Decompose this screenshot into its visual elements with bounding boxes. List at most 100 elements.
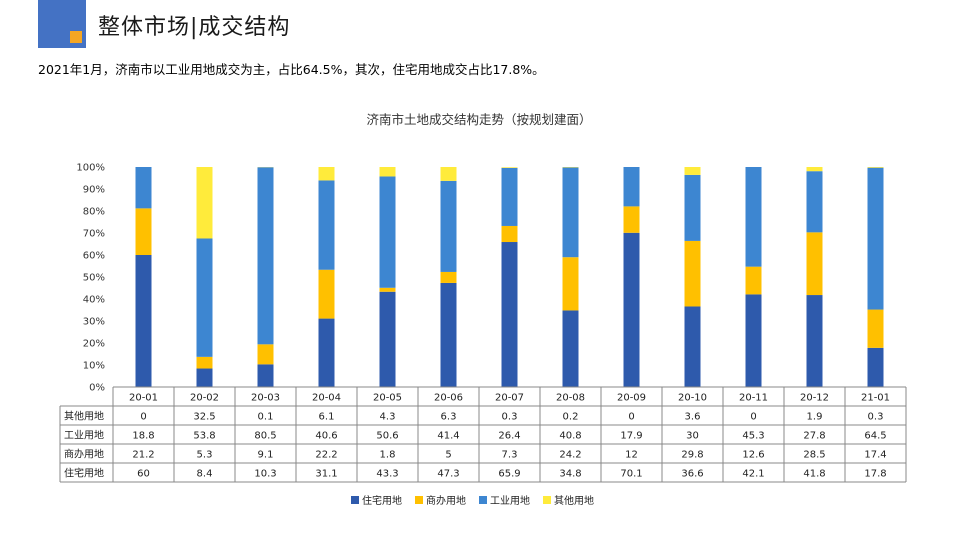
data-label: 24.2 (559, 450, 581, 461)
data-label: 0.3 (502, 412, 518, 423)
legend-swatch (415, 496, 423, 504)
data-label: 0.1 (258, 412, 274, 423)
bar-segment (745, 167, 762, 267)
data-label: 41.8 (803, 469, 825, 480)
legend-entry: 工业用地 (490, 494, 530, 507)
data-label: 64.5 (864, 431, 886, 442)
data-label: 43.3 (376, 469, 398, 480)
data-label: 31.1 (315, 469, 337, 480)
bar-segment (196, 356, 213, 369)
x-tick-label: 20-01 (129, 393, 158, 404)
bar-segment (379, 167, 396, 177)
data-label: 7.3 (502, 450, 518, 461)
bar-segment (501, 167, 518, 226)
y-tick-label: 20% (83, 339, 105, 350)
bar-segment (440, 180, 457, 272)
legend-entry: 住宅用地 (362, 494, 402, 507)
bar-segment (623, 206, 640, 233)
y-tick-label: 40% (83, 295, 105, 306)
data-label: 18.8 (132, 431, 154, 442)
data-label: 0 (140, 412, 146, 423)
data-label: 53.8 (193, 431, 215, 442)
x-tick-label: 20-04 (312, 393, 341, 404)
y-tick-label: 10% (83, 361, 105, 372)
bar-segment (806, 171, 823, 233)
data-label: 36.6 (681, 469, 703, 480)
legend-entry: 商办用地 (426, 494, 466, 507)
bar-segment (135, 208, 152, 255)
data-label: 40.6 (315, 431, 337, 442)
data-label: 41.4 (437, 431, 459, 442)
legend-swatch (479, 496, 487, 504)
data-label: 60 (137, 469, 150, 480)
bar-segment (623, 232, 640, 387)
data-label: 4.3 (380, 412, 396, 423)
logo (38, 0, 86, 48)
bar-segment (440, 167, 457, 181)
data-label: 27.8 (803, 431, 825, 442)
bar-segment (135, 167, 152, 209)
bar-segment (684, 240, 701, 307)
bar-segment (318, 318, 335, 387)
data-label: 30 (686, 431, 699, 442)
bar-segment (196, 238, 213, 357)
legend-entry: 其他用地 (554, 494, 594, 507)
logo-accent (70, 31, 82, 43)
y-tick-label: 100% (76, 163, 105, 174)
x-tick-label: 20-11 (739, 393, 768, 404)
data-label: 0 (750, 412, 756, 423)
bar-segment (318, 269, 335, 319)
data-label: 65.9 (498, 469, 520, 480)
data-label: 45.3 (742, 431, 764, 442)
x-tick-label: 20-05 (373, 393, 402, 404)
bar-segment (257, 167, 274, 345)
bar-segment (379, 291, 396, 387)
bar-segment (196, 167, 213, 239)
data-label: 0.2 (563, 412, 579, 423)
x-tick-label: 21-01 (861, 393, 890, 404)
bar-segment (501, 242, 518, 387)
data-label: 29.8 (681, 450, 703, 461)
data-label: 1.8 (380, 450, 396, 461)
data-label: 28.5 (803, 450, 825, 461)
x-tick-label: 20-03 (251, 393, 280, 404)
data-label: 0.3 (868, 412, 884, 423)
data-label: 17.4 (864, 450, 886, 461)
bar-segment (867, 309, 884, 348)
data-label: 22.2 (315, 450, 337, 461)
data-label: 0 (628, 412, 634, 423)
x-tick-label: 20-07 (495, 393, 524, 404)
bar-segment (318, 167, 335, 181)
bar-segment (623, 167, 640, 207)
bar-segment (440, 282, 457, 387)
data-label: 10.3 (254, 469, 276, 480)
data-label: 6.3 (441, 412, 457, 423)
x-tick-label: 20-06 (434, 393, 463, 404)
bar-segment (745, 294, 762, 387)
page-title: 整体市场|成交结构 (98, 15, 291, 40)
table-row-label: 工业用地 (64, 429, 104, 442)
bar-segment (562, 257, 579, 311)
data-label: 3.6 (685, 412, 701, 423)
bar-segment (501, 167, 518, 168)
bar-segment (684, 167, 701, 175)
data-label: 80.5 (254, 431, 276, 442)
bar-segment (135, 255, 152, 387)
bar-segment (379, 176, 396, 288)
data-label: 47.3 (437, 469, 459, 480)
data-label: 34.8 (559, 469, 581, 480)
legend-swatch (351, 496, 359, 504)
table-row-label: 其他用地 (64, 410, 104, 423)
bar-segment (562, 167, 579, 258)
bar-segment (806, 167, 823, 172)
bar-segment (806, 232, 823, 296)
bar-segment (257, 364, 274, 387)
chart-title: 济南市土地成交结构走势（按规划建面） (366, 112, 592, 127)
bar-segment (318, 180, 335, 270)
y-tick-label: 90% (83, 185, 105, 196)
table-row-label: 商办用地 (64, 448, 104, 461)
data-label: 21.2 (132, 450, 154, 461)
summary-text: 2021年1月，济南市以工业用地成交为主，占比64.5%，其次，住宅用地成交占比… (38, 62, 545, 77)
data-label: 6.1 (319, 412, 335, 423)
